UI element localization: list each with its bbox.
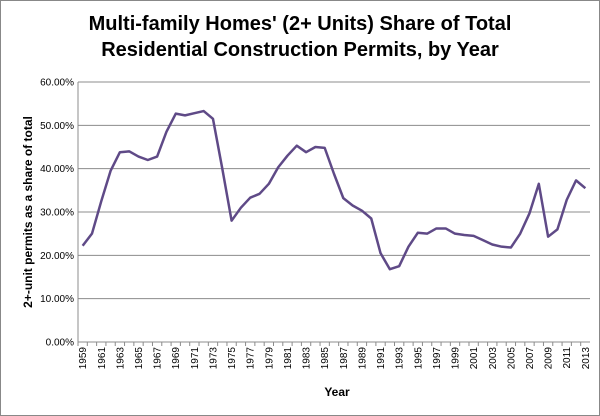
x-tick-label: 2005 <box>506 347 517 370</box>
x-tick-label: 1979 <box>264 347 275 370</box>
y-tick-label: 50.00% <box>40 121 74 132</box>
x-tick-label: 1995 <box>413 347 424 370</box>
line <box>81 109 587 271</box>
y-tick-label: 10.00% <box>40 294 74 305</box>
y-tick-label: 60.00% <box>40 78 74 89</box>
x-tick-label: 1963 <box>115 347 126 370</box>
chart-title: Multi-family Homes' (2+ Units) Share of … <box>89 13 512 35</box>
x-tick-label: 1967 <box>153 347 164 370</box>
y-tick-label: 30.00% <box>40 208 74 219</box>
y-tick-label: 0.00% <box>46 338 74 349</box>
x-tick-label: 2007 <box>525 347 536 370</box>
x-tick-label: 1981 <box>283 347 294 370</box>
x-tick-label: 1977 <box>246 347 257 370</box>
x-tick-label: 1999 <box>451 347 462 370</box>
x-tick-label: 1993 <box>395 347 406 370</box>
x-tick-label: 1961 <box>97 347 108 370</box>
y-tick-label: 20.00% <box>40 251 74 262</box>
x-tick-label: 1973 <box>208 347 219 370</box>
x-tick-label: 1989 <box>357 347 368 370</box>
x-axis-title: Year <box>324 385 350 399</box>
x-tick-label: 1971 <box>190 347 201 370</box>
x-tick-label: 2003 <box>488 347 499 370</box>
x-tick-label: 2001 <box>469 347 480 370</box>
x-tick-label: 1969 <box>171 347 182 370</box>
x-tick-label: 1959 <box>78 347 89 370</box>
x-tick-label: 2013 <box>581 347 592 370</box>
x-tick-label: 1965 <box>134 347 145 370</box>
x-tick-label: 1985 <box>320 347 331 370</box>
x-tick-label: 1983 <box>302 347 313 370</box>
x-tick-label: 1991 <box>376 347 387 370</box>
x-tick-label: 1975 <box>227 347 238 370</box>
chart-title: Residential Construction Permits, by Yea… <box>101 39 499 61</box>
x-tick-label: 1987 <box>339 347 350 370</box>
x-tick-label: 2009 <box>544 347 555 370</box>
x-tick-label: 2011 <box>562 347 573 369</box>
y-tick-label: 40.00% <box>40 164 74 175</box>
x-tick-label: 1997 <box>432 347 443 370</box>
y-axis-title: 2+-unit permits as a share of total <box>21 116 35 308</box>
